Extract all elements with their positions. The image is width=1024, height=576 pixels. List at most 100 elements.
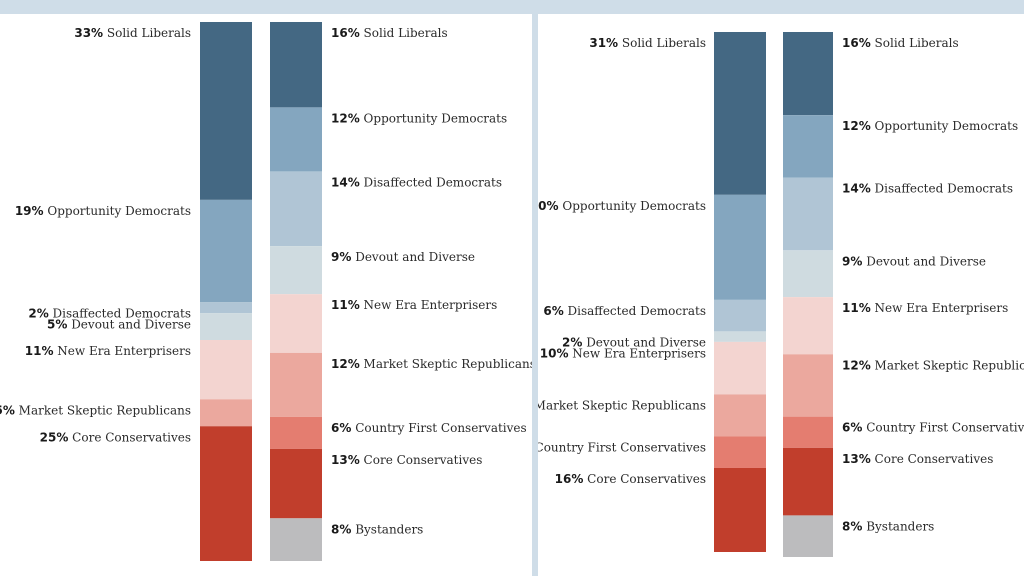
percent-sign: % <box>547 199 559 213</box>
segment-name: Country First Conservatives <box>538 440 706 454</box>
percent-sign: % <box>348 26 360 40</box>
right-stacked-bars-chart: 31% Solid Liberals 20% Opportunity Democr… <box>538 32 1024 557</box>
segment-label: 12% Market Skeptic Republicans <box>331 357 532 371</box>
segment-name: Opportunity Democrats <box>360 111 507 125</box>
percent-sign: % <box>348 453 360 467</box>
segment-name: Market Skeptic Republicans <box>538 398 706 412</box>
bar-segment-right-0-3 <box>714 331 766 342</box>
segment-percent: 2 <box>562 335 570 349</box>
segment-name: Core Conservatives <box>360 453 483 467</box>
segment-name: Country First Conservatives <box>862 421 1024 435</box>
right-chart-panel: 31% Solid Liberals 20% Opportunity Democr… <box>538 14 1024 576</box>
segment-name: Disaffected Democrats <box>49 306 191 320</box>
segment-percent: 16 <box>842 36 859 50</box>
segment-label: 13% Core Conservatives <box>331 453 482 467</box>
segment-percent: 11 <box>25 344 42 358</box>
segment-label: 2% Devout and Diverse <box>562 335 706 349</box>
segment-name: New Era Enterprisers <box>360 298 498 312</box>
percent-sign: % <box>56 430 68 444</box>
percent-sign: % <box>348 357 360 371</box>
segment-label: 6% Country First Conservatives <box>842 421 1024 435</box>
segment-name: Core Conservatives <box>871 452 994 466</box>
bar-segment-right-1-7 <box>783 447 833 516</box>
segment-name: New Era Enterprisers <box>568 346 706 360</box>
segment-label: 6% Disaffected Democrats <box>543 304 706 318</box>
percent-sign: % <box>32 204 44 218</box>
segment-percent: 19 <box>15 204 32 218</box>
percent-sign: % <box>348 175 360 189</box>
percent-sign: % <box>37 306 49 320</box>
top-background-strip <box>0 0 1024 14</box>
segment-label: 16% Solid Liberals <box>842 36 959 50</box>
segment-label: 31% Solid Liberals <box>589 36 706 50</box>
bar-segment-right-0-1 <box>714 194 766 300</box>
bar-segment-right-1-4 <box>783 297 833 355</box>
bar-segment-right-0-6 <box>714 436 766 468</box>
segment-label: 8% Market Skeptic Republicans <box>538 398 706 412</box>
segment-label: 5% Market Skeptic Republicans <box>0 403 191 417</box>
bar-segment-left-1-5 <box>270 352 322 417</box>
segment-percent: 14 <box>842 182 859 196</box>
bar-segment-left-0-5 <box>200 399 252 427</box>
segment-percent: 8 <box>842 519 850 533</box>
segment-name: Solid Liberals <box>103 26 191 40</box>
segment-label: 20% Opportunity Democrats <box>538 199 706 213</box>
segment-percent: 12 <box>331 357 348 371</box>
segment-label: 11% New Era Enterprisers <box>842 301 1008 315</box>
percent-sign: % <box>3 403 15 417</box>
segment-name: Devout and Diverse <box>862 254 986 268</box>
percent-sign: % <box>859 36 871 50</box>
bar-segment-right-1-1 <box>783 115 833 178</box>
bar-segment-right-0-0 <box>714 32 766 195</box>
percent-sign: % <box>859 358 871 372</box>
segment-percent: 6 <box>543 304 551 318</box>
segment-name: Solid Liberals <box>360 26 448 40</box>
segment-percent: 13 <box>331 453 348 467</box>
segment-label: 11% New Era Enterprisers <box>25 344 191 358</box>
segment-percent: 13 <box>842 452 859 466</box>
segment-percent: 11 <box>842 301 859 315</box>
bar-segment-left-1-6 <box>270 416 322 449</box>
segment-percent: 25 <box>40 430 57 444</box>
segment-percent: 16 <box>555 472 572 486</box>
segment-name: New Era Enterprisers <box>871 301 1009 315</box>
segment-percent: 14 <box>331 175 348 189</box>
segment-label: 6% Country First Conservatives <box>331 421 527 435</box>
bar-segment-right-0-4 <box>714 341 766 395</box>
segment-label: 5% Devout and Diverse <box>47 317 191 331</box>
percent-sign: % <box>91 26 103 40</box>
segment-name: Bystanders <box>351 522 423 536</box>
segment-name: Market Skeptic Republicans <box>15 403 191 417</box>
segment-label: 33% Solid Liberals <box>74 26 191 40</box>
segment-percent: 2 <box>28 306 36 320</box>
percent-sign: % <box>850 254 862 268</box>
segment-name: Devout and Diverse <box>67 317 191 331</box>
bar-segment-left-1-2 <box>270 171 322 247</box>
segment-label: 14% Disaffected Democrats <box>331 175 502 189</box>
bar-segment-left-0-3 <box>200 313 252 341</box>
bar-segment-left-1-0 <box>270 22 322 108</box>
bar-segment-left-0-1 <box>200 199 252 303</box>
bar-segment-right-0-7 <box>714 467 766 552</box>
segment-percent: 10 <box>540 346 557 360</box>
bar-segment-right-1-5 <box>783 354 833 417</box>
segment-name: Country First Conservatives <box>351 421 526 435</box>
bar-segment-left-1-3 <box>270 246 322 295</box>
bar-segment-left-1-1 <box>270 107 322 172</box>
segment-label: 12% Opportunity Democrats <box>331 111 507 125</box>
percent-sign: % <box>571 472 583 486</box>
percent-sign: % <box>859 182 871 196</box>
segment-label: 19% Opportunity Democrats <box>15 204 191 218</box>
segment-name: New Era Enterprisers <box>53 344 191 358</box>
segment-name: Solid Liberals <box>871 36 959 50</box>
segment-percent: 9 <box>842 254 850 268</box>
segment-name: Bystanders <box>862 519 934 533</box>
segment-percent: 9 <box>331 250 339 264</box>
segment-label: 14% Disaffected Democrats <box>842 182 1013 196</box>
segment-name: Disaffected Democrats <box>360 175 502 189</box>
bar-segment-left-1-4 <box>270 294 322 353</box>
percent-sign: % <box>339 250 351 264</box>
bar-segment-right-0-2 <box>714 299 766 332</box>
bar-segment-right-1-8 <box>783 515 833 557</box>
segment-name: Disaffected Democrats <box>564 304 706 318</box>
